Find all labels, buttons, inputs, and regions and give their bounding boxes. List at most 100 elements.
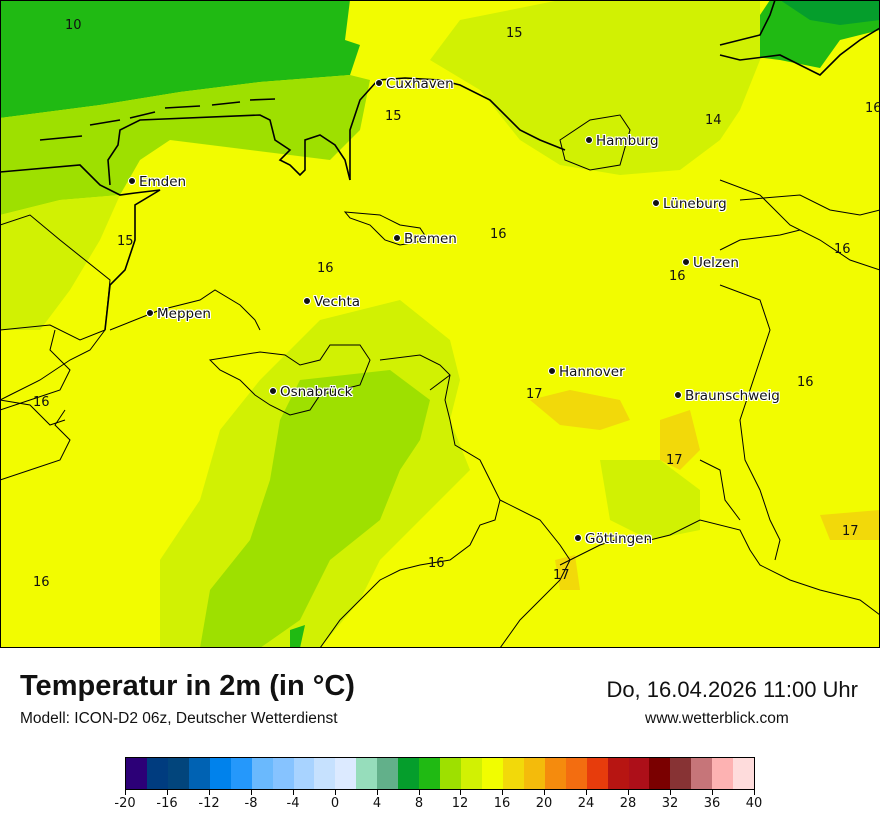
legend-color-bin xyxy=(209,758,231,789)
city-name: Uelzen xyxy=(693,255,739,271)
city-dot-icon xyxy=(674,391,682,399)
city-marker: Bremen xyxy=(393,231,457,247)
legend-tick-label: -8 xyxy=(244,796,258,811)
legend-tick xyxy=(377,790,378,795)
legend-tick xyxy=(293,790,294,795)
legend-tick-label: 36 xyxy=(703,796,721,811)
legend-tick xyxy=(419,790,420,795)
legend-color-bin xyxy=(461,758,482,789)
model-info: Modell: ICON-D2 06z, Deutscher Wetterdie… xyxy=(20,710,338,727)
city-dot-icon xyxy=(303,297,311,305)
legend-tick xyxy=(502,790,503,795)
legend-color-bin xyxy=(230,758,252,789)
city-marker: Cuxhaven xyxy=(375,76,454,92)
legend-tick-label: -12 xyxy=(198,796,220,811)
temperature-value-label: 17 xyxy=(553,568,570,583)
legend-color-bin xyxy=(691,758,713,789)
temperature-value-label: 16 xyxy=(428,556,445,571)
legend-color-bin xyxy=(377,758,399,789)
city-dot-icon xyxy=(128,177,136,185)
map-title: Temperatur in 2m (in °C) xyxy=(20,670,355,702)
legend-tick-label: 8 xyxy=(414,796,424,811)
temperature-value-label: 16 xyxy=(33,395,50,410)
legend-tick-label: 40 xyxy=(745,796,763,811)
valid-datetime: Do, 16.04.2026 11:00 Uhr xyxy=(606,677,858,702)
legend-tick xyxy=(167,790,168,795)
city-dot-icon xyxy=(682,258,690,266)
legend-tick xyxy=(628,790,629,795)
website-link[interactable]: www.wetterblick.com xyxy=(645,710,789,727)
temperature-value-label: 10 xyxy=(65,18,82,33)
city-name: Hamburg xyxy=(596,133,659,149)
temperature-value-label: 17 xyxy=(842,524,859,539)
legend-tick xyxy=(754,790,755,795)
city-dot-icon xyxy=(548,367,556,375)
legend-color-bin xyxy=(502,758,524,789)
legend-tick-label: 20 xyxy=(535,796,553,811)
city-dot-icon xyxy=(574,534,582,542)
legend-color-bin xyxy=(398,758,420,789)
city-dot-icon xyxy=(269,387,277,395)
legend-tick-label: 16 xyxy=(493,796,511,811)
legend-tick-label: -16 xyxy=(156,796,178,811)
city-marker: Uelzen xyxy=(682,255,739,271)
temperature-value-label: 16 xyxy=(33,575,50,590)
legend-tick-label: 32 xyxy=(661,796,679,811)
legend-tick xyxy=(460,790,461,795)
city-dot-icon xyxy=(375,79,383,87)
legend-tick-label: -4 xyxy=(286,796,300,811)
legend-color-bin xyxy=(272,758,294,789)
city-marker: Emden xyxy=(128,174,186,190)
legend-tick xyxy=(251,790,252,795)
legend-color-bin xyxy=(481,758,503,789)
legend-tick xyxy=(125,790,126,795)
city-name: Cuxhaven xyxy=(386,76,454,92)
city-marker: Meppen xyxy=(146,306,211,322)
legend-tick-label: 12 xyxy=(451,796,469,811)
temperature-value-label: 17 xyxy=(526,387,543,402)
city-name: Lüneburg xyxy=(663,196,727,212)
legend-color-bin xyxy=(523,758,545,789)
temperature-value-label: 14 xyxy=(705,113,722,128)
city-marker: Lüneburg xyxy=(652,196,727,212)
city-name: Osnabrück xyxy=(280,384,353,400)
city-dot-icon xyxy=(585,136,593,144)
legend-tick xyxy=(586,790,587,795)
city-marker: Osnabrück xyxy=(269,384,352,400)
color-legend-bar xyxy=(125,757,755,790)
city-dot-icon xyxy=(652,199,660,207)
city-name: Emden xyxy=(139,174,187,190)
temperature-value-label: 16 xyxy=(490,227,507,242)
temperature-value-label: 16 xyxy=(834,242,851,257)
temperature-value-label: 16 xyxy=(865,101,880,116)
temperature-value-label: 15 xyxy=(385,109,402,124)
legend-tick-label: 24 xyxy=(577,796,595,811)
legend-color-bin xyxy=(146,758,168,789)
legend-color-bin xyxy=(167,758,189,789)
city-name: Hannover xyxy=(559,364,625,380)
legend-color-bin xyxy=(565,758,587,789)
legend-tick-label: 28 xyxy=(619,796,637,811)
city-marker: Braunschweig xyxy=(674,388,780,404)
legend-tick-label: -20 xyxy=(114,796,136,811)
city-marker: Hamburg xyxy=(585,133,659,149)
city-dot-icon xyxy=(393,234,401,242)
temperature-map[interactable]: Cuxhaven Hamburg Emden Lüneburg Bremen Uelzen… xyxy=(0,0,880,648)
legend-tick xyxy=(209,790,210,795)
temperature-value-label: 15 xyxy=(117,234,134,249)
legend-color-bin xyxy=(586,758,608,789)
legend-color-bin xyxy=(356,758,378,789)
legend-color-bin xyxy=(251,758,273,789)
legend-color-bin xyxy=(670,758,692,789)
legend-color-bin xyxy=(188,758,210,789)
legend-color-bin xyxy=(335,758,357,789)
city-name: Braunschweig xyxy=(685,388,780,404)
temperature-field xyxy=(0,0,880,648)
legend-color-bin xyxy=(293,758,315,789)
legend-color-bin xyxy=(126,758,147,789)
temperature-value-label: 17 xyxy=(666,453,683,468)
legend-tick xyxy=(544,790,545,795)
city-marker: Hannover xyxy=(548,364,625,380)
legend-color-bin xyxy=(649,758,671,789)
city-name: Göttingen xyxy=(585,531,653,547)
